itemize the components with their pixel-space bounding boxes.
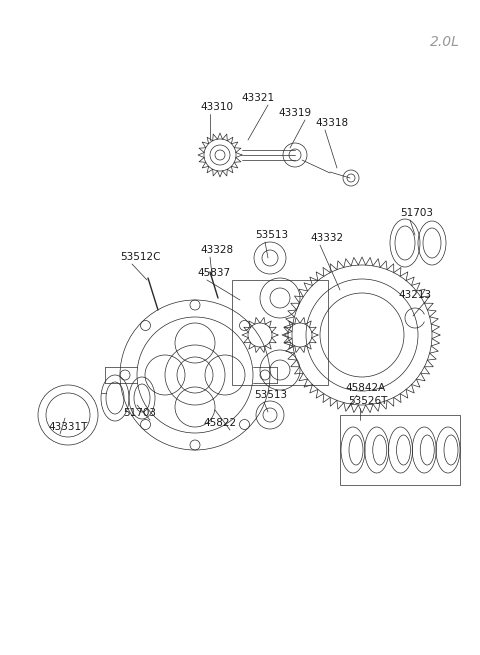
- Text: 43332: 43332: [310, 233, 343, 243]
- Text: 43321: 43321: [241, 93, 275, 103]
- Text: 45842A: 45842A: [345, 383, 385, 393]
- Text: 43331T: 43331T: [48, 422, 87, 432]
- Text: 53513: 53513: [254, 390, 287, 400]
- Bar: [232, 280, 328, 385]
- Text: 53526T: 53526T: [348, 396, 387, 406]
- Text: 2.0L: 2.0L: [430, 35, 460, 49]
- Text: 45822: 45822: [204, 418, 237, 428]
- Text: 43310: 43310: [200, 102, 233, 112]
- Text: 45837: 45837: [197, 268, 230, 278]
- Text: 51703: 51703: [400, 208, 433, 218]
- Text: 53513: 53513: [255, 230, 288, 240]
- Bar: [340, 415, 460, 485]
- Text: 51703: 51703: [123, 408, 156, 418]
- Text: 53512C: 53512C: [120, 252, 160, 262]
- Text: 43328: 43328: [200, 245, 233, 255]
- Text: 43319: 43319: [278, 108, 312, 118]
- Text: 43213: 43213: [398, 290, 432, 300]
- Text: 43318: 43318: [315, 118, 348, 128]
